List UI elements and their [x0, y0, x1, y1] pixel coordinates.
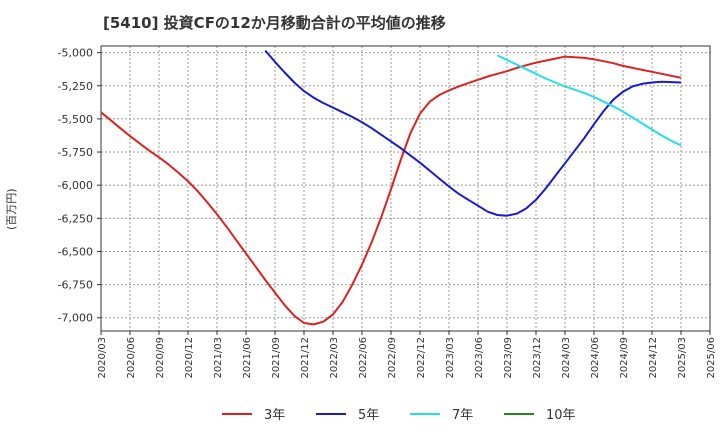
- legend-label: 7年: [452, 408, 473, 423]
- x-tick-label: 2023/09: [503, 337, 514, 379]
- x-tick-label: 2023/06: [474, 337, 485, 379]
- chart-title: [5410] 投資CFの12か月移動合計の平均値の推移: [103, 14, 446, 32]
- x-tick-label: 2021/06: [242, 337, 253, 379]
- legend-label: 3年: [264, 408, 285, 423]
- plot-frame: [100, 45, 711, 332]
- x-tick-label: 2022/09: [387, 337, 398, 379]
- legend-label: 10年: [546, 408, 576, 423]
- y-tick-label: -5,500: [58, 113, 93, 126]
- x-tick-label: 2021/03: [213, 337, 224, 379]
- plot-area: [101, 46, 710, 331]
- y-tick-label: -7,000: [58, 312, 93, 325]
- legend-label: 5年: [358, 408, 379, 423]
- x-tick-label: 2021/12: [300, 337, 311, 379]
- x-tick-label: 2023/03: [445, 337, 456, 379]
- x-tick-label: 2020/09: [155, 337, 166, 379]
- series-line: [496, 54, 682, 147]
- y-tick-label: -6,500: [58, 245, 93, 258]
- x-tick-label: 2022/06: [358, 337, 369, 379]
- x-tick-label: 2020/06: [126, 337, 137, 379]
- x-tick-label: 2020/12: [184, 337, 195, 379]
- y-tick-label: -6,750: [58, 279, 93, 292]
- x-tick-label: 2023/12: [532, 337, 543, 379]
- x-tick-label: 2021/09: [271, 337, 282, 379]
- x-tick-label: 2025/03: [677, 337, 688, 379]
- y-tick-label: -6,000: [58, 179, 93, 192]
- y-tick-label: -5,000: [58, 47, 93, 60]
- x-tick-label: 2024/12: [648, 337, 659, 379]
- x-tick-label: 2024/06: [590, 337, 601, 379]
- x-tick-label: 2022/03: [329, 337, 340, 379]
- x-tick-label: 2022/12: [416, 337, 427, 379]
- x-tick-label: 2024/03: [561, 337, 572, 379]
- y-tick-label: -5,750: [58, 146, 93, 159]
- x-tick-label: 2024/09: [619, 337, 630, 379]
- series-line: [264, 49, 682, 217]
- x-tick-label: 2025/06: [706, 337, 717, 379]
- x-tick-label: 2020/03: [97, 337, 108, 379]
- y-tick-label: -6,250: [58, 212, 93, 225]
- series-line: [100, 55, 682, 326]
- y-tick-label: -5,250: [58, 80, 93, 93]
